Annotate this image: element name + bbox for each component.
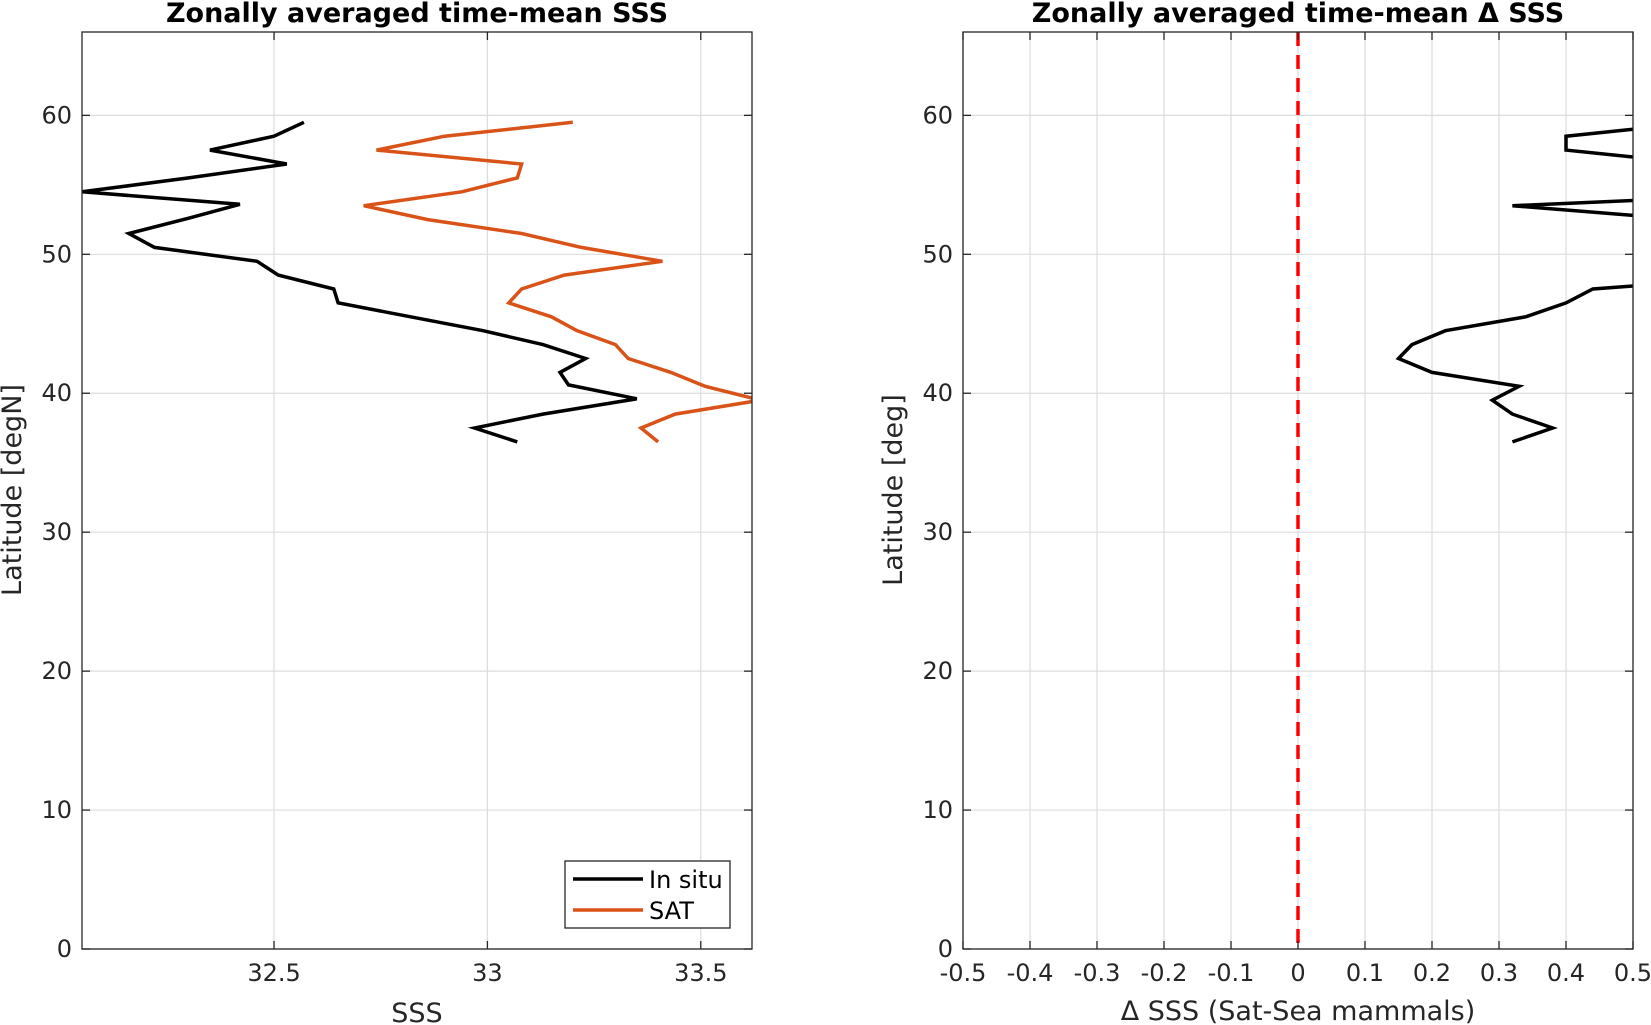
sss-ytick-label: 20: [41, 657, 72, 685]
delta-sss-title: Zonally averaged time-mean Δ SSS: [1032, 0, 1564, 29]
sss-xtick-label: 32.5: [247, 959, 300, 987]
delta-sss-xtick-label: 0.4: [1547, 959, 1585, 987]
sss-panel: 32.5 33 33.5 0 10 20 30 40 50 60 Zonally averaged…: [0, 0, 753, 1025]
sss-ytick-label: 40: [41, 379, 72, 407]
sss-ytick-label: 50: [41, 240, 72, 268]
delta-sss-xtick-label: -0.4: [1007, 959, 1054, 987]
delta-sss-xtick-label: 0.1: [1346, 959, 1384, 987]
sss-xtick-label: 33: [472, 959, 503, 987]
delta-sss-xtick-label: -0.1: [1208, 959, 1255, 987]
sss-series-sat: [363, 120, 752, 444]
delta-sss-ytick-label: 40: [922, 379, 953, 407]
sss-ytick-label: 60: [41, 101, 72, 129]
delta-sss-xtick-label: 0.2: [1413, 959, 1451, 987]
delta-sss-series-segment-2: [1395, 284, 1633, 444]
legend-label-in-situ: In situ: [649, 866, 723, 894]
sss-ticks: 32.5 33 33.5 0 10 20 30 40 50 60: [41, 32, 752, 987]
delta-sss-ytick-label: 20: [922, 657, 953, 685]
delta-sss-ytick-label: 10: [922, 796, 953, 824]
delta-sss-xtick-label: 0.3: [1480, 959, 1518, 987]
sss-axes-frame: [81, 31, 753, 950]
sss-ylabel: Latitude [degN]: [0, 384, 28, 596]
delta-sss-series-segment-1: [1512, 198, 1633, 218]
delta-sss-ytick-label: 60: [922, 101, 953, 129]
legend-label-sat: SAT: [649, 897, 694, 925]
delta-sss-ticks: -0.5 -0.4 -0.3 -0.2 -0.1 0 0.1 0.2 0.3 0.4 0.5 0 10 2…: [922, 32, 1651, 987]
delta-sss-xtick-label: 0.5: [1614, 959, 1651, 987]
sss-ytick-label: 10: [41, 796, 72, 824]
sss-ytick-label: 30: [41, 518, 72, 546]
delta-sss-xtick-label: 0: [1290, 959, 1305, 987]
sss-ytick-label: 0: [57, 935, 72, 963]
delta-sss-ylabel: Latitude [deg]: [878, 394, 909, 586]
delta-sss-xtick-label: -0.3: [1074, 959, 1121, 987]
delta-sss-xtick-label: -0.2: [1141, 959, 1188, 987]
delta-sss-xlabel: Δ SSS (Sat-Sea mammals): [1121, 996, 1476, 1025]
sss-plot-area: [82, 32, 752, 949]
sss-series-group: [82, 120, 752, 444]
delta-sss-ytick-label: 30: [922, 518, 953, 546]
sss-title: Zonally averaged time-mean SSS: [166, 0, 668, 29]
legend: In situ SAT: [564, 860, 731, 929]
delta-sss-panel: -0.5 -0.4 -0.3 -0.2 -0.1 0 0.1 0.2 0.3 0.4 0.5 0 10 2…: [878, 0, 1651, 1025]
delta-sss-xtick-label: -0.5: [940, 959, 987, 987]
delta-sss-ytick-label: 0: [938, 935, 953, 963]
sss-xtick-label: 33.5: [674, 959, 727, 987]
legend-box: [564, 860, 731, 929]
sss-xlabel: SSS: [391, 998, 442, 1025]
delta-sss-series-segment-0: [1564, 127, 1633, 159]
sss-series-in-situ: [82, 120, 638, 444]
delta-sss-series-group: [1296, 32, 1633, 949]
delta-sss-ytick-label: 50: [922, 240, 953, 268]
